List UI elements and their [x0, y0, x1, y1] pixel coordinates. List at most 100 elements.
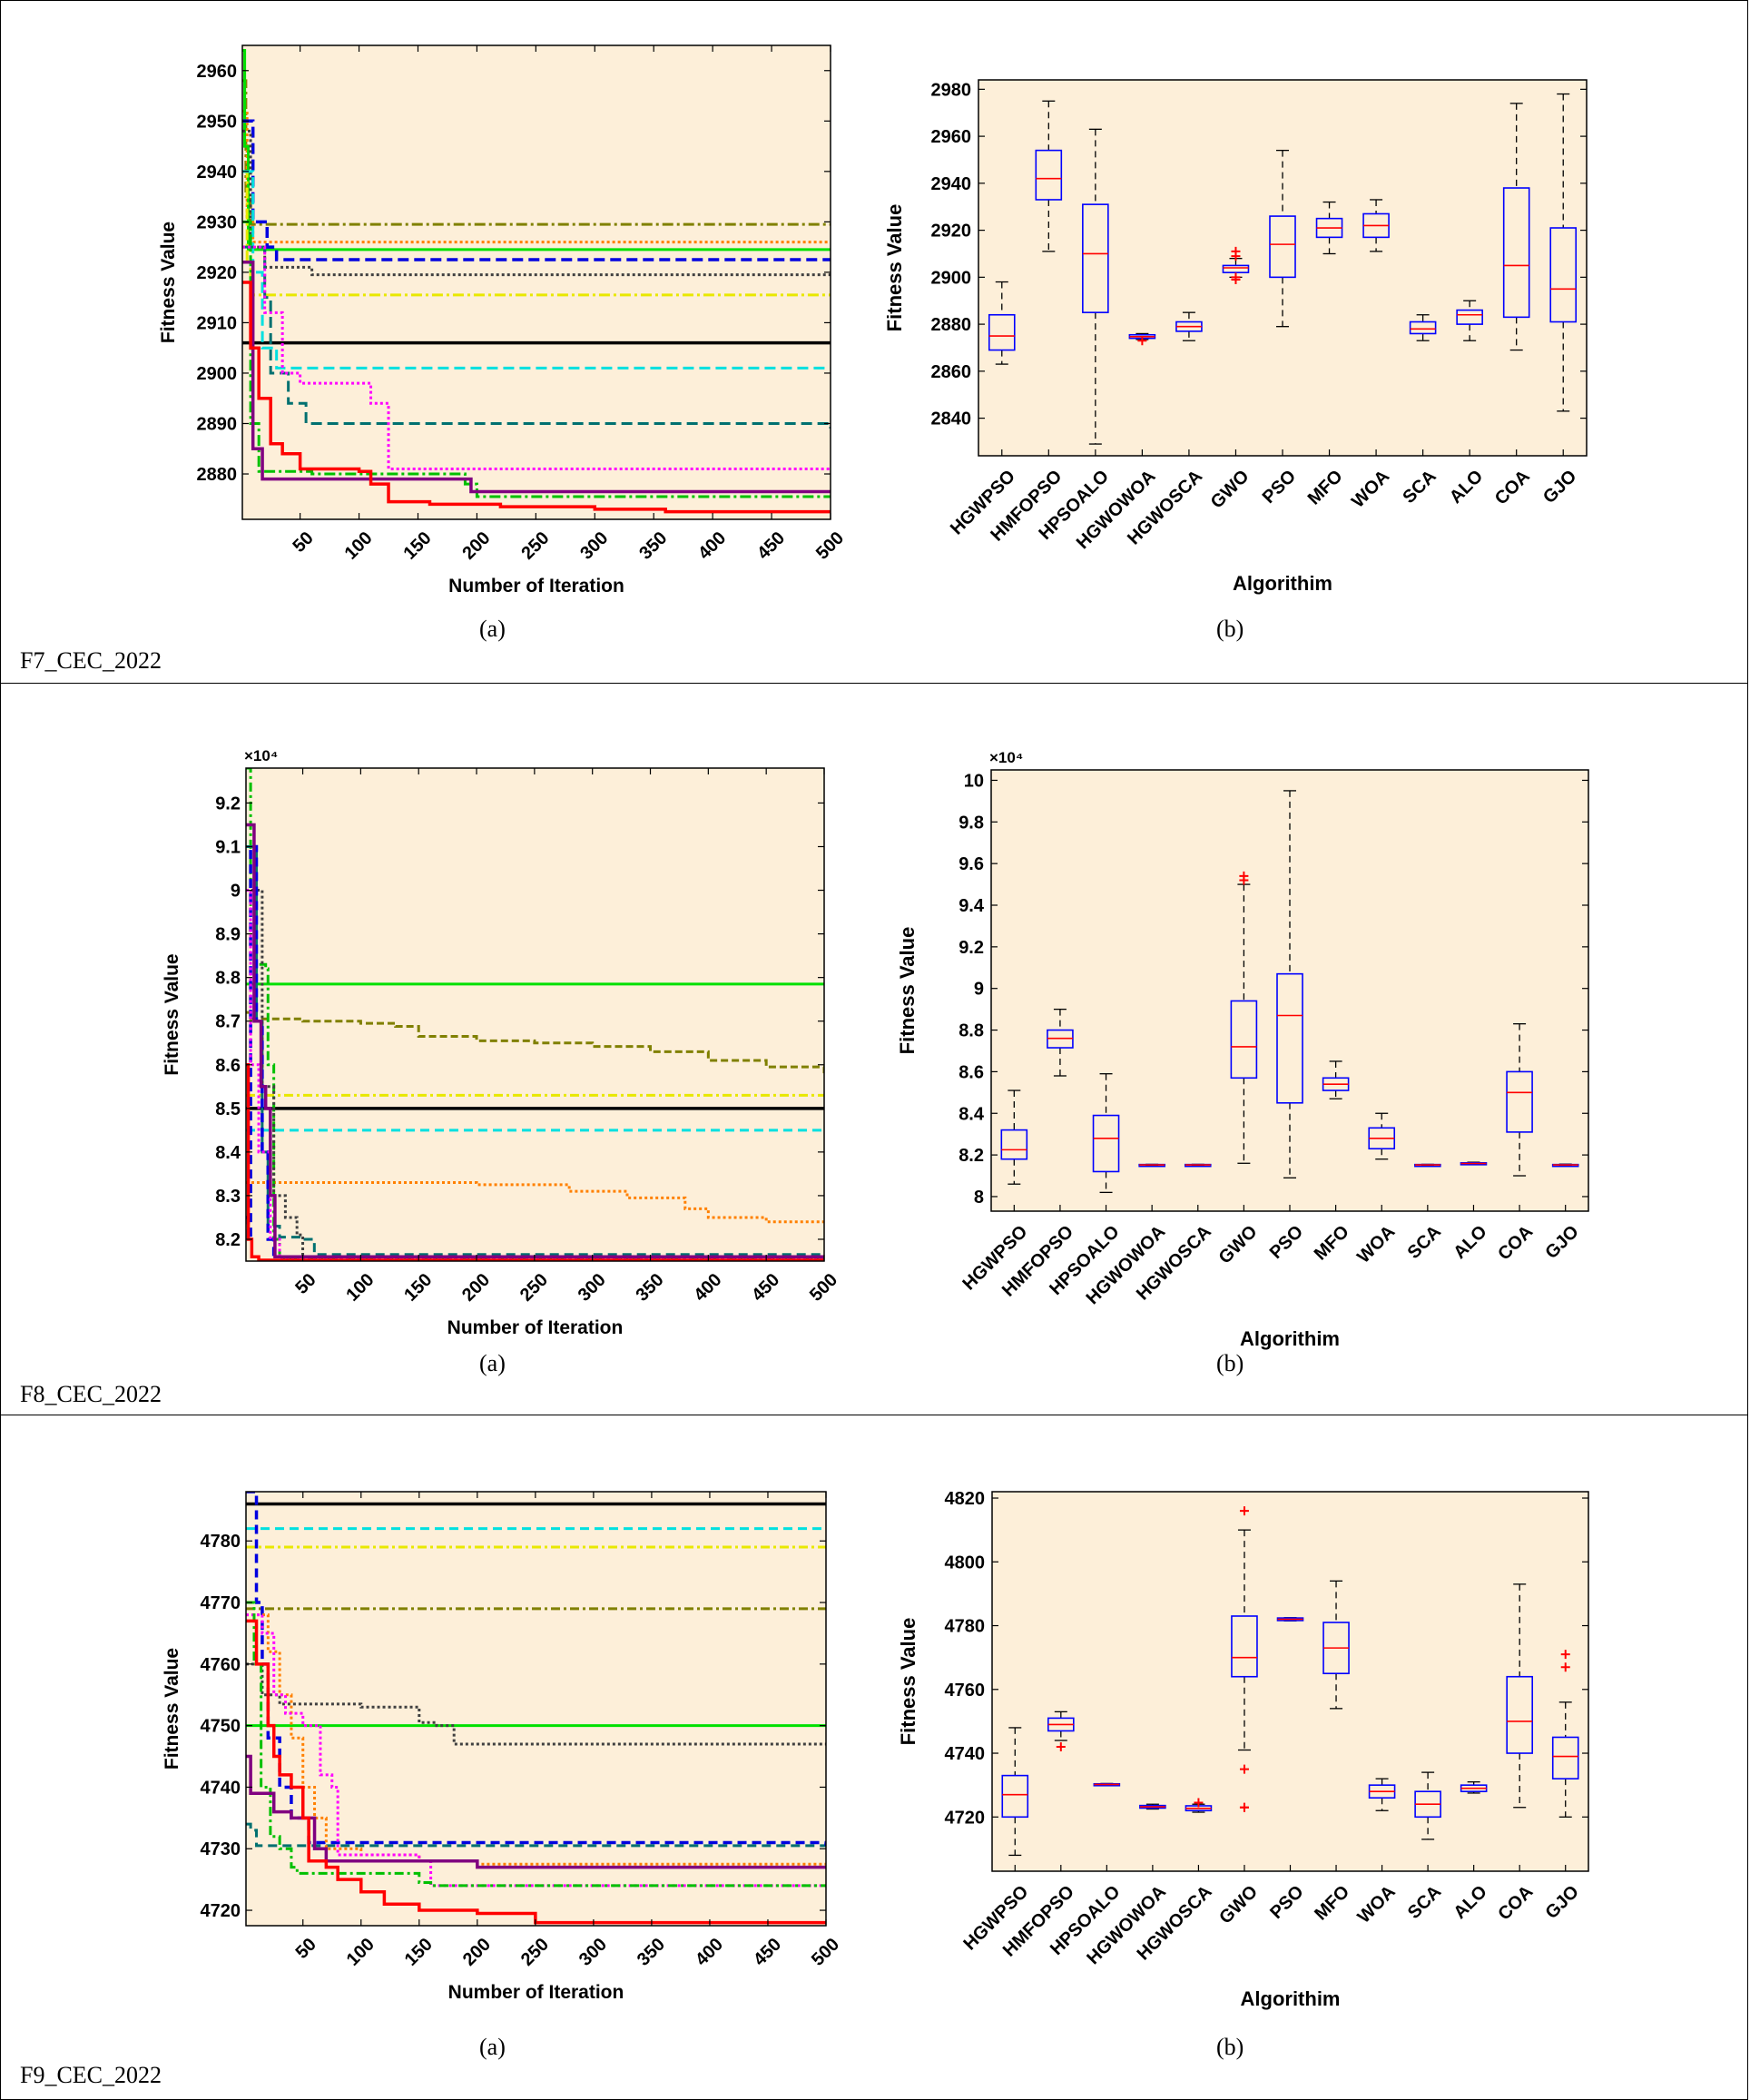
y-exponent-label: ×10⁴: [244, 747, 278, 764]
box-alo: [1460, 1161, 1488, 1166]
box-alo: [1460, 1780, 1488, 1794]
y-tick-label: 4740: [945, 1744, 986, 1764]
y-tick-label: 9.2: [215, 794, 241, 813]
row-label: F7_CEC_2022: [20, 647, 162, 674]
category-label: SCA: [1404, 1882, 1445, 1923]
box-woa: [1368, 1778, 1396, 1811]
y-axis-label: Fitness Value: [162, 1648, 182, 1770]
y-tick-label: 4780: [945, 1617, 986, 1637]
box-sca: [1414, 1771, 1441, 1840]
outlier-marker: [1239, 1764, 1249, 1774]
y-tick-label: 4720: [201, 1901, 241, 1921]
box-pso: [1276, 1617, 1304, 1622]
box-hmfopso: [1047, 1008, 1074, 1077]
y-tick-label: 2880: [197, 465, 238, 485]
y-tick-label: 8.6: [215, 1056, 241, 1076]
convergence-chart: 8.2 8.3 8.4 8.5 8.6 8.7 8.8 8.9 9 9.1 9.2 50 100 150 2…: [162, 747, 841, 1338]
y-tick-label: 2930: [197, 212, 238, 232]
y-tick-label: 4770: [201, 1593, 241, 1613]
x-tick-label: 250: [516, 1270, 552, 1306]
y-tick-label: 4760: [201, 1655, 241, 1675]
y-tick-label: 2940: [931, 174, 972, 194]
outlier-marker: [1560, 1662, 1570, 1672]
plot-area: [978, 80, 1587, 456]
subfigure-label-a: (a): [479, 1350, 506, 1376]
category-label: ALO: [1446, 467, 1487, 508]
subfigure-label-b: (b): [1216, 616, 1244, 642]
outlier-marker: [1239, 1506, 1249, 1516]
box-mfo: [1322, 1060, 1350, 1099]
y-tick-label: 2950: [197, 112, 238, 132]
y-tick-label: 4750: [201, 1717, 241, 1737]
outlier-marker: [1056, 1742, 1066, 1752]
outlier-marker: [1560, 1650, 1570, 1660]
y-tick-label: 8: [974, 1188, 984, 1208]
y-axis-label: Fitness Value: [896, 927, 919, 1055]
convergence-chart: 4720 4730 4740 4750 4760 4770 4780 50 100 150 200 2…: [162, 1491, 843, 2003]
category-label: SCA: [1404, 1222, 1445, 1263]
box-hgwowoa: [1138, 1163, 1165, 1168]
category-label: ALO: [1450, 1222, 1490, 1263]
x-tick-label: 150: [400, 1270, 436, 1306]
box-hgwosca: [1184, 1163, 1212, 1168]
category-label: GWO: [1215, 1882, 1262, 1928]
y-tick-label: 4820: [945, 1489, 986, 1509]
category-label: GJO: [1541, 1882, 1582, 1923]
x-tick-label: 400: [694, 528, 730, 564]
box-hpsoalo: [1093, 1782, 1121, 1787]
x-axis-label: Algorithim: [1240, 1327, 1340, 1350]
y-tick-label: 9.1: [215, 837, 241, 857]
box-gjo: [1551, 1163, 1579, 1168]
x-tick-label: 500: [808, 1935, 843, 1970]
outlier-marker: [1194, 1798, 1204, 1808]
boxplot-chart: 472047404760478048004820HGWPSOHMFOPSOHPS…: [897, 1489, 1589, 2010]
category-label: COA: [1494, 1882, 1537, 1925]
x-axis-label: Number of Iteration: [448, 1982, 624, 2003]
x-tick-label: 250: [517, 528, 553, 564]
category-label: GWO: [1215, 1222, 1262, 1268]
series-line: [246, 1822, 826, 1848]
row-label: F9_CEC_2022: [20, 2062, 162, 2088]
boxplot-chart: 28402860288029002920294029602980HGWPSOHM…: [883, 79, 1588, 595]
series-line: [246, 1619, 826, 1925]
y-tick-label: 2960: [197, 62, 238, 82]
x-tick-label: 50: [291, 1270, 320, 1298]
y-tick-label: 9: [974, 980, 984, 1000]
outlier-marker: [1239, 1802, 1249, 1812]
box-hpsoalo: [1082, 128, 1109, 445]
plot-area: [246, 768, 824, 1261]
x-tick-label: 300: [576, 528, 612, 564]
box-pso: [1276, 790, 1303, 1178]
series-line: [246, 844, 824, 1259]
category-label: ALO: [1450, 1882, 1490, 1923]
y-tick-label: 2880: [931, 315, 972, 335]
x-tick-label: 300: [575, 1270, 610, 1306]
box-gjo: [1551, 1650, 1579, 1818]
y-tick-label: 8.5: [215, 1099, 241, 1119]
y-tick-label: 2890: [197, 414, 238, 434]
box-hmfopso: [1047, 1711, 1075, 1752]
y-tick-label: 8.8: [215, 969, 241, 989]
y-exponent-label: ×10⁴: [989, 749, 1023, 766]
y-tick-label: 4780: [201, 1532, 241, 1552]
y-tick-label: 9.6: [959, 854, 984, 874]
x-tick-label: 50: [292, 1935, 320, 1963]
box-hpsoalo: [1092, 1073, 1120, 1194]
y-tick-label: 2900: [931, 268, 972, 288]
category-label: WOA: [1348, 467, 1393, 512]
series-line: [246, 1662, 826, 1746]
x-tick-label: 400: [690, 1270, 725, 1306]
x-tick-label: 200: [458, 528, 494, 564]
x-tick-label: 100: [342, 1270, 378, 1306]
y-tick-label: 8.4: [215, 1143, 241, 1163]
y-tick-label: 9.2: [959, 938, 984, 958]
y-tick-label: 8.6: [959, 1062, 984, 1082]
box-alo: [1456, 300, 1483, 341]
outlier-marker: [1137, 336, 1147, 346]
outlier-marker: [1231, 251, 1241, 261]
y-tick-label: 2960: [931, 127, 972, 147]
category-label: MFO: [1311, 1882, 1353, 1925]
plot-area: [992, 1492, 1588, 1871]
category-label: GWO: [1207, 467, 1254, 513]
